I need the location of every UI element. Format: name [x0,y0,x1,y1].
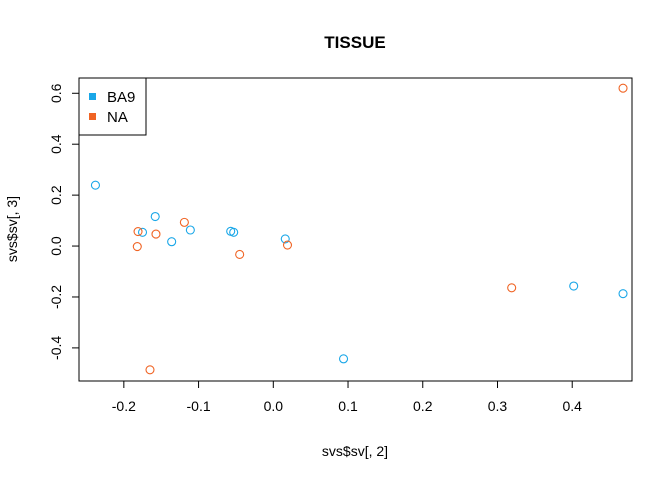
x-tick-label: 0.0 [264,398,284,414]
data-point-ba9 [167,237,177,247]
x-tick-label: 0.3 [488,398,508,414]
y-tick-label: 0.4 [48,134,64,154]
data-point-ba9 [618,289,628,299]
legend-swatch-ba9 [89,93,96,100]
x-tick-label: 0.1 [338,398,358,414]
y-tick-label: -0.2 [48,285,64,309]
legend-label-na: NA [107,109,128,126]
x-tick-label: -0.1 [187,398,211,414]
data-point-ba9 [569,281,579,291]
data-point-ba9 [137,227,148,237]
data-point-ba9 [338,354,349,364]
data-point-ba9 [150,211,160,222]
data-point-na [133,226,143,237]
data-point-na [179,217,189,227]
legend-box [78,77,147,136]
x-tick-label: 0.4 [562,398,582,414]
data-point-ba9 [90,180,100,190]
data-point-na [618,83,628,93]
legend-label-ba9: BA9 [107,89,135,106]
x-axis-label: svs$sv[, 2] [322,443,388,459]
x-tick-label: 0.2 [413,398,433,414]
y-tick-label: -0.4 [48,336,64,360]
data-point-na [282,240,293,250]
data-point-na [235,249,245,260]
chart-title: TISSUE [324,33,385,52]
data-point-ba9 [229,227,239,237]
data-point-na [132,242,142,252]
data-point-na [151,229,161,239]
y-tick-label: 0.6 [48,83,64,103]
y-tick-label: 0.0 [48,236,64,256]
x-tick-label: -0.2 [112,398,136,414]
legend-swatch-na [89,113,96,120]
x-axis: -0.2 -0.1 0.0 0.1 0.2 0.3 0.4 [112,380,582,414]
data-point-ba9 [185,225,195,235]
data-point-na [145,365,155,375]
y-tick-label: 0.2 [48,185,64,205]
legend: BA9 NA [78,77,147,136]
plot-area-box [78,77,633,382]
y-axis-label: svs$sv[, 3] [4,196,20,262]
y-axis: -0.4 -0.2 0.0 0.2 0.4 0.6 [48,83,80,360]
data-points [90,83,628,375]
data-point-ba9 [280,234,290,244]
data-point-na [507,283,517,293]
